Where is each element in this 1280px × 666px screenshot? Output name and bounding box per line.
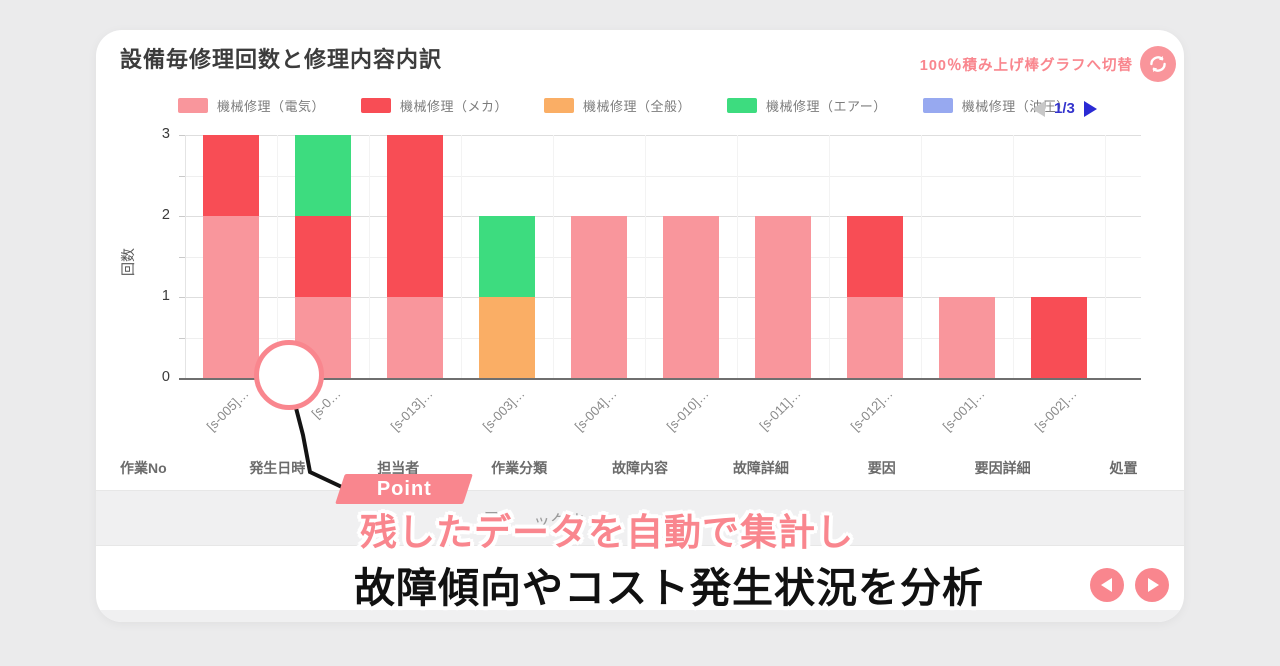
bar-segment[interactable] — [663, 216, 719, 378]
y-tick-label: 0 — [161, 369, 170, 385]
bar-segment[interactable] — [295, 135, 351, 216]
legend-color-chip — [178, 98, 208, 113]
legend-item[interactable]: 機械修理（メカ） — [361, 96, 508, 115]
bar-segment[interactable] — [847, 216, 903, 297]
point-ribbon: Point — [335, 474, 473, 504]
y-tick-mark — [179, 216, 185, 217]
carousel-prev-button[interactable] — [1090, 568, 1124, 602]
point-ribbon-label: Point — [376, 477, 432, 500]
gridline-horizontal — [185, 175, 1141, 177]
bar-segment[interactable] — [295, 216, 351, 297]
stacked-bar-chart: 回数 0 1 2 3 [s-005]… [s-0… [s-013]… [s-003]… [s-0… — [96, 30, 1184, 622]
bar-segment[interactable] — [203, 135, 259, 216]
bar-segment[interactable] — [939, 297, 995, 378]
next-arrow-icon — [1147, 578, 1159, 592]
obscured-row-text: フ — [483, 509, 500, 528]
obscured-row-text: ックす — [533, 512, 584, 531]
legend-color-chip — [361, 98, 392, 113]
gridline-vertical — [737, 135, 738, 378]
table-row[interactable] — [96, 490, 1184, 545]
caption-line-2: 故障傾向やコスト発生状況を分析 — [354, 565, 984, 611]
gridline-vertical — [645, 135, 646, 378]
legend-next-page-icon[interactable] — [1083, 100, 1097, 117]
legend-color-chip — [544, 98, 575, 113]
bar-segment[interactable] — [387, 135, 443, 297]
refresh-cycle-icon — [1140, 46, 1176, 82]
bar-segment[interactable] — [479, 216, 535, 297]
prev-arrow-icon — [1100, 578, 1112, 592]
y-tick-label: 3 — [161, 126, 170, 142]
annotation-focus-circle — [254, 340, 324, 410]
bar-segment[interactable] — [203, 216, 259, 378]
gridline-vertical — [553, 135, 554, 378]
y-tick-label: 2 — [161, 207, 170, 223]
y-tick-mark — [179, 297, 185, 298]
legend-item-label: 機械修理（エアー） — [766, 99, 887, 114]
legend-pagination: 1/3 — [1032, 100, 1097, 117]
bar-segment[interactable] — [847, 297, 903, 378]
table-header-cell: 作業分類 — [491, 459, 548, 476]
gridline-vertical — [1013, 135, 1014, 378]
gridline-vertical — [461, 135, 462, 378]
table-header-cell: 処置 — [1109, 459, 1138, 476]
table-row-divider — [96, 545, 1184, 546]
legend-page-label: 1/3 — [1054, 100, 1075, 117]
y-tick-mark — [179, 256, 185, 258]
legend-item[interactable]: 機械修理（電気） — [178, 96, 325, 115]
x-axis-line — [179, 378, 1141, 380]
legend-prev-page-icon[interactable] — [1032, 100, 1045, 117]
table-header-cell: 要因 — [867, 459, 896, 476]
dashboard-card: 設備毎修理回数と修理内容内訳 100％積み上げ棒グラフへ切替 機械修理（電気） 機… — [96, 30, 1184, 622]
y-tick-mark — [179, 135, 185, 136]
legend-item-label: 機械修理（電気） — [217, 99, 326, 114]
y-axis-line — [185, 135, 186, 378]
caption-line-1: 残したデータを自動で集計し — [360, 512, 854, 553]
table-header-cell: 作業No — [120, 459, 167, 476]
legend-item[interactable]: 機械修理（全般） — [544, 96, 691, 115]
legend-item[interactable]: 機械修理（エアー） — [727, 96, 887, 115]
bar-segment[interactable] — [571, 216, 627, 378]
table-header-row: 作業No 発生日時 担当者 作業分類 故障内容 故障詳細 要因 要因詳細 処置 — [96, 445, 1184, 490]
table-header-cell: 要因詳細 — [974, 459, 1031, 476]
table-header-cell: 発生日時 — [249, 459, 306, 476]
switch-button-label: 100％積み上げ棒グラフへ切替 — [919, 57, 1133, 74]
carousel-next-button[interactable] — [1135, 568, 1169, 602]
bar-segment[interactable] — [387, 297, 443, 378]
y-tick-mark — [179, 337, 185, 339]
gridline-vertical — [277, 135, 278, 378]
legend-color-chip — [727, 98, 758, 113]
table-header-cell: 担当者 — [377, 459, 420, 476]
switch-to-100pct-stacked-button[interactable]: 100％積み上げ棒グラフへ切替 — [920, 46, 1176, 82]
y-tick-mark — [179, 175, 185, 177]
gridline-vertical — [369, 135, 370, 378]
gridline-vertical — [921, 135, 922, 378]
y-axis-title: 回数 — [120, 248, 136, 276]
y-tick-label: 1 — [161, 288, 170, 304]
gridline-vertical — [829, 135, 830, 378]
table-header-cell: 故障内容 — [611, 459, 668, 476]
page-title: 設備毎修理回数と修理内容内訳 — [120, 47, 443, 72]
table-header-cell: 故障詳細 — [732, 459, 789, 476]
bar-segment[interactable] — [755, 216, 811, 378]
legend-item-label: 機械修理（メカ） — [400, 99, 509, 114]
bar-segment[interactable] — [1031, 297, 1087, 378]
bar-segment[interactable] — [479, 297, 535, 378]
gridline-vertical — [1105, 135, 1106, 378]
table-row[interactable] — [96, 610, 1184, 622]
legend-color-chip — [922, 98, 953, 113]
gridline-horizontal — [185, 135, 1141, 136]
legend-item-label: 機械修理（全般） — [583, 99, 692, 114]
